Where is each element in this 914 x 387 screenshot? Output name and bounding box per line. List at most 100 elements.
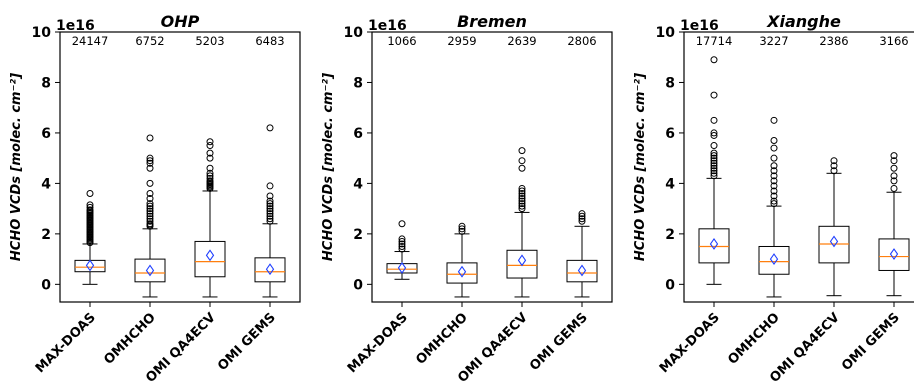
outlier-point [146,200,154,208]
outlier-point [578,212,586,220]
outlier-point [770,200,778,208]
outlier-point [266,182,274,190]
y-tick-label: 2 [41,227,51,243]
outlier-point [710,91,718,99]
outlier-point [770,172,778,180]
mean-marker [397,261,407,274]
outlier-point [146,179,154,187]
chart-title: Xianghe [766,12,841,31]
outlier-point [146,154,154,162]
outlier-point [266,210,274,218]
outlier-point [890,184,898,192]
mean-marker [145,264,155,277]
outlier-point [578,215,586,223]
chart-title: OHP [161,12,200,31]
box-omi-qa4ecv: 5203 [194,34,226,298]
iqr-box [446,262,478,284]
x-tick-label: OMHCHO [413,310,471,368]
mean-marker [829,235,839,248]
axis-offset-label: 1e16 [368,18,407,34]
outlier-point [86,201,94,209]
y-tick-label: 0 [353,277,363,293]
outlier-point [266,200,274,208]
outlier-point [518,184,526,192]
outlier-point [206,138,214,146]
y-axis-label: HCHO VCDs [molec. cm⁻²] [9,73,24,261]
y-tick-label: 4 [41,176,51,192]
y-tick-label: 0 [665,277,675,293]
y-tick-label: 6 [353,126,363,142]
box-omi-qa4ecv: 2639 [506,34,538,298]
iqr-box [194,240,226,278]
y-tick-label: 8 [665,75,675,91]
x-tick-label: OMHCHO [101,310,159,368]
y-tick-label: 2 [665,227,675,243]
outlier-point [206,169,214,177]
outlier-point [578,217,586,225]
box-omhcho: 2959 [446,34,478,298]
outlier-point [518,205,526,213]
outlier-point [518,187,526,195]
mean-marker [85,259,95,272]
sample-count-label: 5203 [195,34,224,48]
outlier-point [266,217,274,225]
plot-frame [683,31,914,303]
outlier-point [206,142,214,150]
box-max-doas: 24147 [72,34,108,285]
y-tick-label: 10 [32,25,52,41]
y-tick-label: 6 [41,126,51,142]
box-omi-gems: 3166 [878,34,910,297]
outlier-point [266,202,274,210]
iqr-box [818,225,850,264]
outlier-point [710,149,718,157]
outlier-point [710,169,718,177]
y-axis-label: HCHO VCDs [molec. cm⁻²] [321,73,336,261]
outlier-point [146,220,154,228]
outlier-point [206,174,214,182]
outlier-point [518,195,526,203]
mean-marker [577,264,587,277]
y-tick-label: 10 [344,25,364,41]
iqr-box [386,263,418,274]
outlier-point [266,205,274,213]
outlier-point [770,197,778,205]
outlier-point [86,203,94,211]
plot-frame [59,31,301,303]
outlier-point [146,189,154,197]
outlier-point [518,197,526,205]
outlier-point [710,116,718,124]
outlier-point [830,162,838,170]
outlier-point [518,202,526,210]
outlier-point [266,124,274,132]
outlier-point [710,172,718,180]
outlier-point [770,116,778,124]
x-tick-label: OMI GEMS [839,310,903,374]
outlier-point [146,195,154,203]
outlier-point [890,164,898,172]
outlier-point [518,164,526,172]
iqr-box [878,238,910,271]
y-tick-label: 4 [353,176,363,192]
outlier-point [206,154,214,162]
outlier-point [266,215,274,223]
iqr-box [254,257,286,283]
outlier-point [830,167,838,175]
outlier-point [890,157,898,165]
iqr-box [698,228,730,264]
outlier-point [398,220,406,228]
outlier-point [770,154,778,162]
y-tick-label: 2 [353,227,363,243]
outlier-point [86,189,94,197]
iqr-box [134,258,166,283]
sample-count-label: 2386 [819,34,848,48]
outlier-point [710,152,718,160]
y-tick-label: 8 [41,75,51,91]
outlier-point [398,245,406,253]
box-omi-gems: 6483 [254,34,286,298]
outlier-point [710,154,718,162]
iqr-box [566,259,598,283]
outlier-point [710,56,718,64]
outlier-point [770,192,778,200]
outlier-point [710,157,718,165]
outlier-point [206,164,214,172]
